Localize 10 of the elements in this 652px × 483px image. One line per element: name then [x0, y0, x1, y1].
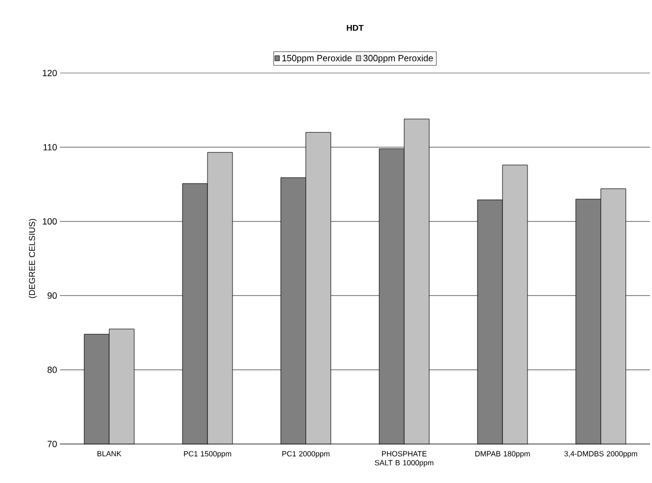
y-axis-title: (DEGREE CELSIUS) — [28, 219, 37, 298]
y-tick-label: 100 — [42, 218, 57, 225]
y-tick-label: 70 — [48, 440, 57, 448]
y-tick-label: 110 — [44, 144, 57, 150]
legend-label: 300ppm Peroxide — [363, 54, 433, 64]
y-tick-label: 80 — [48, 366, 57, 373]
y-tick-label: 90 — [48, 292, 57, 299]
y-tick-label: 120 — [42, 70, 57, 76]
legend-label: 150ppm Peroxide — [282, 54, 352, 64]
chart-title: HDT — [346, 24, 364, 31]
